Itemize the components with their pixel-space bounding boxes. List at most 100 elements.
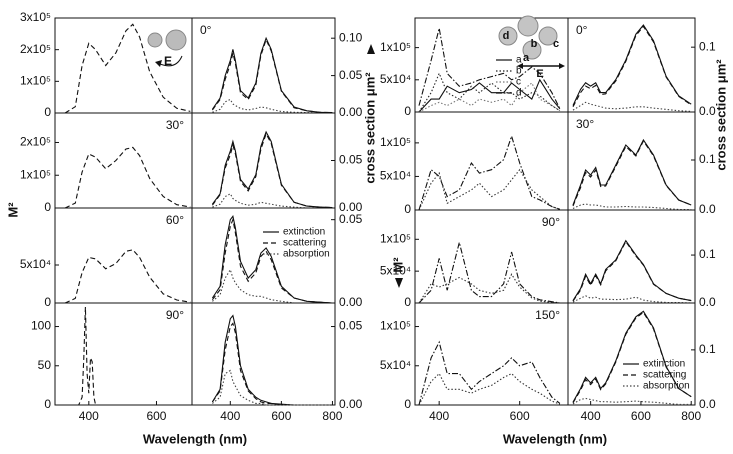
y-tick-label: 0.05 (339, 153, 363, 167)
y-tick-label: 1x10⁵ (380, 231, 411, 245)
series-line (572, 25, 692, 108)
y-tick-label: 1x10⁵ (380, 319, 411, 333)
y-tick-label: 0 (44, 200, 51, 214)
legend-label: d (516, 88, 522, 99)
panel-frame (414, 111, 569, 211)
series-line (211, 322, 333, 406)
series-line (418, 134, 561, 211)
angle-label: 0° (200, 23, 212, 37)
y-tick-label: 0 (44, 105, 51, 119)
angle-label: 90° (166, 308, 184, 322)
series-line (418, 28, 561, 110)
series-line (211, 217, 333, 304)
y-tick-label: 0.00 (339, 397, 363, 411)
y-tick-label: 5x10⁴ (380, 169, 411, 183)
particle (538, 26, 558, 46)
series-line (572, 240, 692, 302)
series-line (418, 82, 561, 113)
series-line (211, 36, 333, 114)
field-arrow (159, 55, 183, 67)
field-label: E (164, 54, 172, 68)
y-tick-label: 0.05 (339, 68, 363, 82)
particle-label: d (503, 30, 510, 42)
x-axis-title: Wavelength (nm) (143, 431, 247, 446)
y-tick-label: 2x10⁵ (20, 135, 51, 149)
arrowhead (155, 60, 162, 67)
legend-label: scattering (643, 370, 686, 381)
series-line (64, 23, 191, 114)
x-tick-label: 800 (322, 409, 342, 423)
x-tick-label: 400 (79, 409, 99, 423)
series-line (212, 193, 333, 209)
y-tick-label: 1x10⁵ (380, 135, 411, 149)
y-tick-label: 0.0 (699, 104, 716, 118)
series-line (211, 314, 333, 406)
y-tick-label: 0 (404, 104, 411, 118)
y-tick-label: 50 (38, 358, 52, 372)
series-line (572, 139, 692, 207)
angle-label: 0° (576, 23, 588, 37)
y-tick-label: 100 (31, 319, 51, 333)
angle-label: 60° (166, 213, 184, 227)
y-tick-label: 0.00 (339, 200, 363, 214)
y-tick-label: 5x10⁴ (20, 257, 51, 271)
arrow (395, 278, 403, 288)
y-tick-label: 1x10⁵ (380, 40, 411, 54)
y2-axis-title: cross section μm² (713, 59, 728, 171)
particle (498, 26, 518, 46)
y-tick-label: 0.1 (699, 247, 716, 261)
series-line (572, 138, 692, 206)
particle (522, 40, 542, 60)
x-tick-label: 600 (510, 409, 530, 423)
y-tick-label: 0.05 (339, 319, 363, 333)
y-tick-label: 0.1 (699, 39, 716, 53)
y-tick-label: 0 (44, 295, 51, 309)
x-tick-label: 600 (146, 409, 166, 423)
series-line (418, 372, 561, 406)
x-tick-label: 400 (581, 409, 601, 423)
angle-label: 90° (542, 215, 560, 229)
particle-label: a (523, 52, 530, 64)
y-tick-label: 0.0 (699, 295, 716, 309)
particle-label: c (553, 38, 559, 50)
series-line (572, 311, 692, 404)
x-tick-label: 600 (631, 409, 651, 423)
series-line (572, 24, 692, 106)
y-tick-label: 0.00 (339, 295, 363, 309)
y-tick-label: 1x10⁵ (20, 74, 51, 88)
series-line (211, 130, 333, 209)
y-tick-label: 0 (404, 295, 411, 309)
series-line (212, 268, 333, 304)
x-tick-label: 400 (429, 409, 449, 423)
y-tick-label: 0.1 (699, 342, 716, 356)
y-tick-label: 2x10⁵ (20, 42, 51, 56)
y-axis-title: M² (5, 202, 20, 218)
x-tick-label: 400 (220, 409, 240, 423)
particle-label: b (531, 38, 538, 50)
x-tick-label: 600 (271, 409, 291, 423)
angle-label: 30° (166, 118, 184, 132)
y-tick-label: 5x10⁴ (380, 263, 411, 277)
series-line (418, 242, 560, 304)
series-line (211, 132, 333, 209)
y-axis-title: M² (390, 257, 405, 273)
panel-frame (191, 302, 336, 406)
series-line (64, 249, 191, 304)
panel-frame (567, 209, 696, 304)
particle (517, 15, 539, 37)
series-line (212, 369, 333, 406)
particle (165, 29, 187, 51)
legend-label: scattering (283, 238, 326, 249)
panel-frame (567, 302, 696, 406)
series-line (68, 306, 191, 406)
legend-label: absorption (643, 381, 690, 392)
legend-label: extinction (283, 227, 325, 238)
legend-label: extinction (643, 359, 685, 370)
legend-label: b (516, 66, 522, 77)
angle-label: 150° (535, 308, 560, 322)
y-tick-label: 0.00 (339, 105, 363, 119)
series-line (418, 168, 561, 211)
series-line (211, 38, 333, 114)
y-tick-label: 0 (44, 397, 51, 411)
